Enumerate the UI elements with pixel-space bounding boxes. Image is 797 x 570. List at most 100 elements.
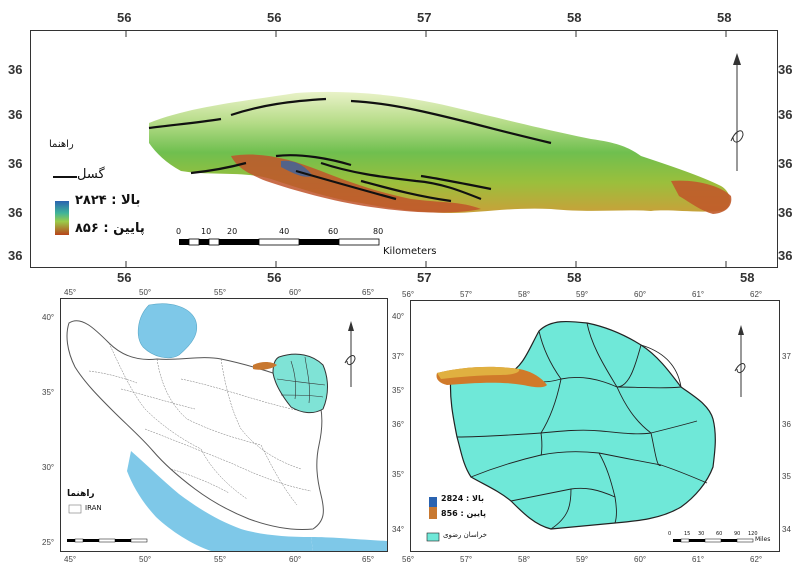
bottom-axis-tick: 57 <box>417 270 432 285</box>
province-bottom-tick: 57° <box>460 555 473 564</box>
gulf-of-oman <box>311 537 387 551</box>
iran-left-tick: 25° <box>42 538 55 547</box>
iran-bottom-tick: 45° <box>64 555 77 564</box>
bottom-axis-tick: 56 <box>117 270 132 285</box>
province-left-tick: 37° <box>392 352 405 361</box>
iran-bottom-tick: 60° <box>289 555 302 564</box>
scale-label-0: 0 <box>176 227 182 236</box>
left-axis-tick: 36 <box>8 248 23 263</box>
bottom-axis-tick: 56 <box>267 270 282 285</box>
right-axis-tick: 36 <box>778 205 793 220</box>
khorasan-region <box>272 353 328 414</box>
bottom-axis-tick: 58 <box>567 270 582 285</box>
right-axis-tick: 36 <box>778 156 793 171</box>
scale-label-20: 20 <box>227 227 238 236</box>
iran-top-tick: 55° <box>214 288 227 297</box>
province-top-tick: 61° <box>692 290 705 299</box>
iran-bottom-tick: 65° <box>362 555 375 564</box>
top-map-ticks <box>125 31 727 267</box>
legend-dem-swatch <box>55 201 69 235</box>
top-axis-tick: 58 <box>717 10 732 25</box>
iran-legend-item: IRAN <box>85 504 102 512</box>
province-scale-label: 60 <box>716 531 723 537</box>
province-top-tick: 59° <box>576 290 589 299</box>
left-axis-tick: 36 <box>8 205 23 220</box>
right-axis-tick: 36 <box>778 62 793 77</box>
top-axis-tick: 57 <box>417 10 432 25</box>
fault-lines <box>148 97 552 203</box>
province-bottom-tick: 60° <box>634 555 647 564</box>
left-axis-tick: 36 <box>8 156 23 171</box>
iran-top-tick: 60° <box>289 288 302 297</box>
province-scale-label: 120 <box>748 531 758 537</box>
iran-top-tick: 45° <box>64 288 77 297</box>
province-bottom-tick: 61° <box>692 555 705 564</box>
province-legend-swatch <box>426 532 440 542</box>
legend-high-label: بالا : ۲۸۲۴ <box>75 193 141 208</box>
province-left-tick: 40° <box>392 312 405 321</box>
province-legend-gradient-low <box>429 507 437 519</box>
study-area-iran <box>253 362 277 370</box>
iran-left-tick: 40° <box>42 313 55 322</box>
province-borders <box>88 342 312 506</box>
scale-label-40: 40 <box>279 227 290 236</box>
legend-fault-label: گسل <box>77 167 105 182</box>
bottom-axis-tick: 58 <box>740 270 755 285</box>
province-map-canvas <box>426 320 754 543</box>
iran-map-panel: راهنما IRAN <box>60 298 388 552</box>
top-axis-tick: 56 <box>267 10 282 25</box>
khorasan-borders <box>276 356 326 404</box>
scale-bar <box>179 238 380 246</box>
study-area-province-high <box>437 366 520 379</box>
dem-region <box>149 91 730 213</box>
province-bottom-tick: 59° <box>576 555 589 564</box>
iran-legend-title: راهنما <box>67 489 95 499</box>
province-left-tick: 36° <box>392 420 405 429</box>
province-bottom-tick: 62° <box>750 555 763 564</box>
right-axis-tick: 36 <box>778 107 793 122</box>
province-top-tick: 57° <box>460 290 473 299</box>
scale-label-80: 80 <box>373 227 384 236</box>
left-axis-tick: 36 <box>8 62 23 77</box>
province-scale-unit: Miles <box>755 536 771 543</box>
khorasan-razavi-outline <box>449 320 716 530</box>
province-right-tick: 35 <box>782 472 791 481</box>
scale-bar-province <box>673 538 754 543</box>
province-scale-label: 90 <box>734 531 741 537</box>
left-axis-tick: 36 <box>8 107 23 122</box>
province-legend-high: بالا : 2824 <box>441 494 484 503</box>
province-left-tick: 35° <box>392 470 405 479</box>
north-arrow-top <box>730 53 744 171</box>
province-scale-label: 30 <box>698 531 705 537</box>
province-right-tick: 34 <box>782 525 791 534</box>
iran-outline <box>66 320 324 530</box>
province-map-panel: بالا : 2824 پایین : 856 خراسان رضوی Mile… <box>410 300 780 552</box>
province-legend-low: پایین : 856 <box>441 509 486 518</box>
iran-top-tick: 50° <box>139 288 152 297</box>
north-arrow-iran <box>344 321 356 387</box>
iran-top-tick: 65° <box>362 288 375 297</box>
iran-bottom-tick: 55° <box>214 555 227 564</box>
province-right-tick: 37 <box>782 352 791 361</box>
province-scale-label: 0 <box>668 531 672 537</box>
province-top-tick: 56° <box>402 290 415 299</box>
province-left-tick: 35° <box>392 386 405 395</box>
persian-gulf <box>127 451 313 551</box>
right-axis-tick: 36 <box>778 248 793 263</box>
iran-left-tick: 35° <box>42 388 55 397</box>
province-legend-region: خراسان رضوی <box>443 531 487 539</box>
top-map-panel: راهنما گسل بالا : ۲۸۲۴ پایین : ۸۵۶ 0 10 … <box>30 30 778 268</box>
province-right-tick: 36 <box>782 420 791 429</box>
province-bottom-tick: 56° <box>402 555 415 564</box>
iran-map-canvas <box>66 303 387 551</box>
top-axis-tick: 58 <box>567 10 582 25</box>
scale-unit: Kilometers <box>383 246 437 257</box>
province-scale-label: 15 <box>684 531 691 537</box>
scale-label-60: 60 <box>328 227 339 236</box>
legend-iran-swatch <box>68 504 82 514</box>
province-top-tick: 58° <box>518 290 531 299</box>
top-axis-tick: 56 <box>117 10 132 25</box>
province-top-tick: 60° <box>634 290 647 299</box>
legend-title: راهنما <box>49 139 74 150</box>
north-arrow-province <box>734 325 746 397</box>
